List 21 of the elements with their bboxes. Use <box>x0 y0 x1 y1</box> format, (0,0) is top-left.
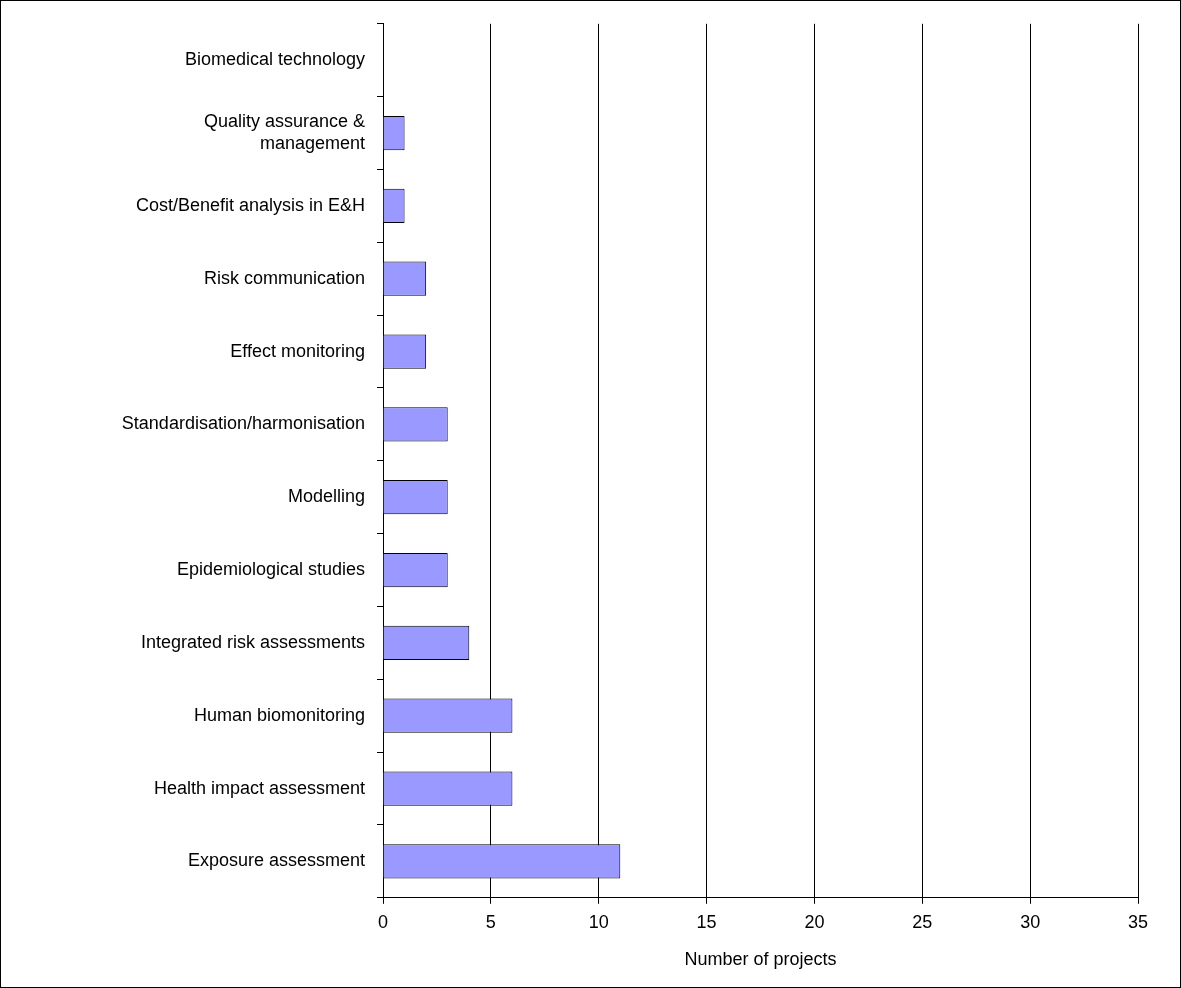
y-tick-label: Risk communication <box>203 267 365 288</box>
y-tick-label: Human biomonitoring <box>193 704 365 725</box>
x-tick-label: 25 <box>912 911 933 932</box>
y-tick-label: Integrated risk assessments <box>140 631 365 652</box>
x-tick-label: 35 <box>1127 911 1149 932</box>
x-axis-title: Number of projects <box>684 949 837 970</box>
y-tick-label: Effect monitoring <box>230 340 365 361</box>
x-tick-label: 20 <box>804 911 825 932</box>
x-tick-label: 0 <box>377 911 389 932</box>
y-tick-label: Epidemiological studies <box>176 559 365 580</box>
x-tick-label: 30 <box>1020 911 1041 932</box>
y-tick-label: Biomedical technology <box>184 49 365 70</box>
x-tick-label: 5 <box>485 911 496 932</box>
y-tick-label: Health impact assessment <box>153 777 365 798</box>
x-tick-label: 10 <box>588 911 609 932</box>
y-tick-label: Modelling <box>287 486 365 507</box>
y-tick-label: Exposure assessment <box>187 850 365 871</box>
x-tick-label: 15 <box>696 911 717 932</box>
y-tick-label: Cost/Benefit analysis in E&H <box>135 194 365 215</box>
y-tick-label: Quality assurance & management <box>203 111 365 153</box>
y-tick-label: Standardisation/harmonisation <box>121 413 365 434</box>
